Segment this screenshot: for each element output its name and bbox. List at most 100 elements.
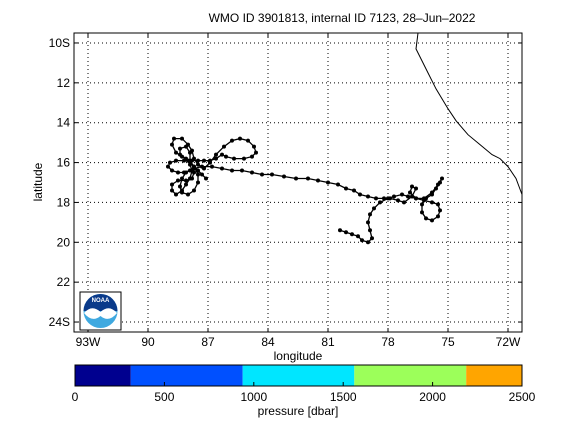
float-track-point: [180, 176, 184, 181]
colorbar-tick-label: 500: [154, 390, 174, 404]
lon-ticks: 93W 90 87 84 81 78 75 72W: [76, 33, 521, 349]
float-track-point: [210, 164, 214, 169]
float-track-point: [406, 194, 410, 199]
float-track-point: [170, 182, 174, 187]
float-track-point: [170, 168, 174, 173]
float-track-point: [370, 236, 374, 241]
coastline-line: [415, 32, 523, 195]
float-track-point: [186, 192, 190, 197]
lat-tick-label: 16: [57, 156, 71, 170]
lat-tick-label: 22: [57, 275, 71, 289]
lon-tick-label: 87: [201, 335, 215, 349]
float-track-point: [260, 172, 264, 177]
colorbar-segment: [130, 365, 243, 386]
float-track-point: [174, 150, 178, 155]
float-track-point: [214, 156, 218, 161]
float-track-point: [196, 168, 200, 173]
float-track-point: [350, 232, 354, 237]
float-track-point: [188, 158, 192, 163]
float-track-point: [252, 144, 256, 149]
float-track-point: [360, 238, 364, 243]
colorbar-segment: [466, 365, 522, 386]
float-track-point: [184, 156, 188, 161]
float-track-point: [368, 212, 372, 217]
float-track-point: [356, 234, 360, 239]
colorbar-tick-label: 1000: [240, 390, 267, 404]
colorbar-segment: [242, 365, 355, 386]
float-track-point: [294, 176, 298, 181]
lat-tick-label: 20: [57, 235, 71, 249]
float-track-point: [438, 208, 442, 213]
lon-tick-label: 78: [381, 335, 395, 349]
float-track-point: [238, 136, 242, 141]
float-track-point: [182, 170, 186, 175]
float-track-point: [174, 158, 178, 163]
float-track-point: [188, 150, 192, 155]
float-track-point: [430, 218, 434, 223]
colorbar-tick-label: 1500: [330, 390, 357, 404]
colorbar-frame: [74, 364, 523, 387]
float-track-point: [178, 184, 182, 189]
float-track-point: [200, 172, 204, 177]
float-track-point: [168, 160, 172, 165]
float-track-point: [250, 154, 254, 159]
pressure-colorbar: [75, 365, 522, 386]
float-track-point: [246, 138, 250, 143]
float-track-point: [174, 192, 178, 197]
float-track-point: [240, 168, 244, 173]
float-track-point: [420, 210, 424, 215]
float-track-point: [192, 188, 196, 193]
float-track-point: [172, 136, 176, 141]
float-track-point: [422, 196, 426, 201]
float-track-point: [440, 176, 444, 181]
float-track-point: [208, 158, 212, 163]
float-track-point: [180, 188, 184, 193]
colorbar-tick-label: 2500: [509, 390, 536, 404]
float-track-point: [196, 172, 200, 177]
colorbar-tick-label: 2000: [419, 390, 446, 404]
float-track-point: [366, 240, 370, 245]
float-track-point: [196, 180, 200, 185]
colorbar-ticks: 0 500 1000 1500 2000 2500: [72, 382, 536, 404]
lat-tick-label: 24S: [49, 315, 70, 329]
float-track-point: [326, 180, 330, 185]
float-track-point: [224, 154, 228, 159]
float-track-point: [230, 168, 234, 173]
float-track-point: [176, 170, 180, 175]
float-track-point: [352, 188, 356, 193]
lat-tick-label: 14: [57, 116, 71, 130]
float-track-point: [400, 192, 404, 197]
float-track-point: [188, 176, 192, 181]
lat-tick-label: 10S: [49, 36, 70, 50]
float-track-point: [184, 182, 188, 187]
float-track-point: [388, 196, 392, 201]
float-track-point: [250, 170, 254, 175]
float-track-point: [184, 178, 188, 183]
float-track-point: [366, 194, 370, 199]
lon-tick-label: 84: [261, 335, 275, 349]
float-track-point: [374, 196, 378, 201]
map-xlabel: longitude: [274, 349, 323, 363]
lat-tick-label: 12: [57, 76, 71, 90]
float-track-point: [190, 168, 194, 173]
float-track-point: [414, 196, 418, 201]
float-track-point: [434, 186, 438, 191]
float-track-point: [232, 156, 236, 161]
float-track-point: [430, 190, 434, 195]
float-track-point: [436, 202, 440, 207]
map-plot-area: [74, 33, 522, 332]
lat-tick-label: 18: [57, 195, 71, 209]
colorbar-tick-label: 0: [72, 390, 79, 404]
lon-tick-label: 72W: [496, 335, 521, 349]
float-track-point: [270, 172, 274, 177]
float-track-point: [178, 152, 182, 157]
lon-tick-label: 90: [141, 335, 155, 349]
float-track-point: [336, 182, 340, 187]
float-track-point: [220, 166, 224, 171]
noaa-bird-icon: [84, 308, 117, 319]
float-track-point: [180, 136, 184, 141]
noaa-logo-text: NOAA: [92, 298, 110, 304]
float-track-point: [396, 198, 400, 203]
